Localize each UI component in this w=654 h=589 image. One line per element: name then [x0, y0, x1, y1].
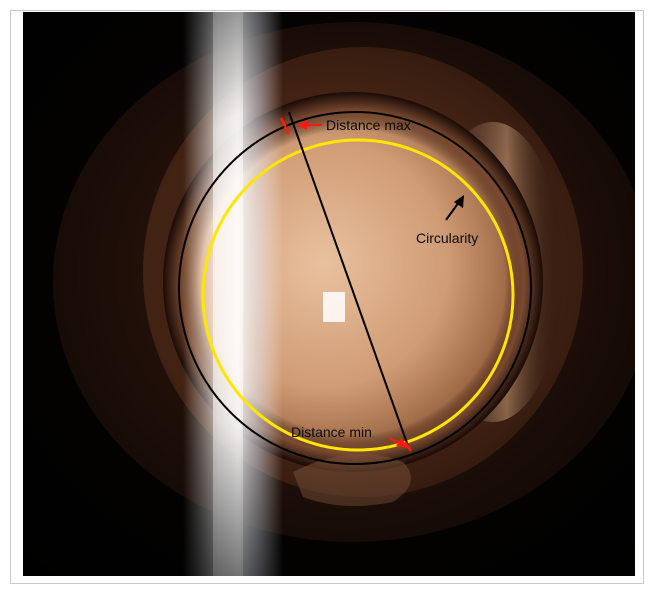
diameter-line: [288, 111, 409, 447]
distance-max-segment: [279, 117, 291, 135]
eye-photograph: Distance max Distance min Circularity: [23, 12, 635, 576]
distance-min-segment: [403, 441, 413, 452]
photo-canvas: Distance max Distance min Circularity: [23, 12, 635, 576]
circularity-arrow: [445, 195, 464, 221]
distance-max-arrow: [297, 120, 322, 130]
outer-boundary-circle: [178, 111, 532, 465]
distance-max-label: Distance max: [326, 117, 411, 133]
distance-min-label: Distance min: [291, 424, 372, 440]
circularity-label: Circularity: [416, 230, 478, 246]
circularity-fit-circle: [201, 138, 515, 452]
distance-min-arrow: [388, 437, 408, 448]
vignette: [23, 12, 635, 576]
